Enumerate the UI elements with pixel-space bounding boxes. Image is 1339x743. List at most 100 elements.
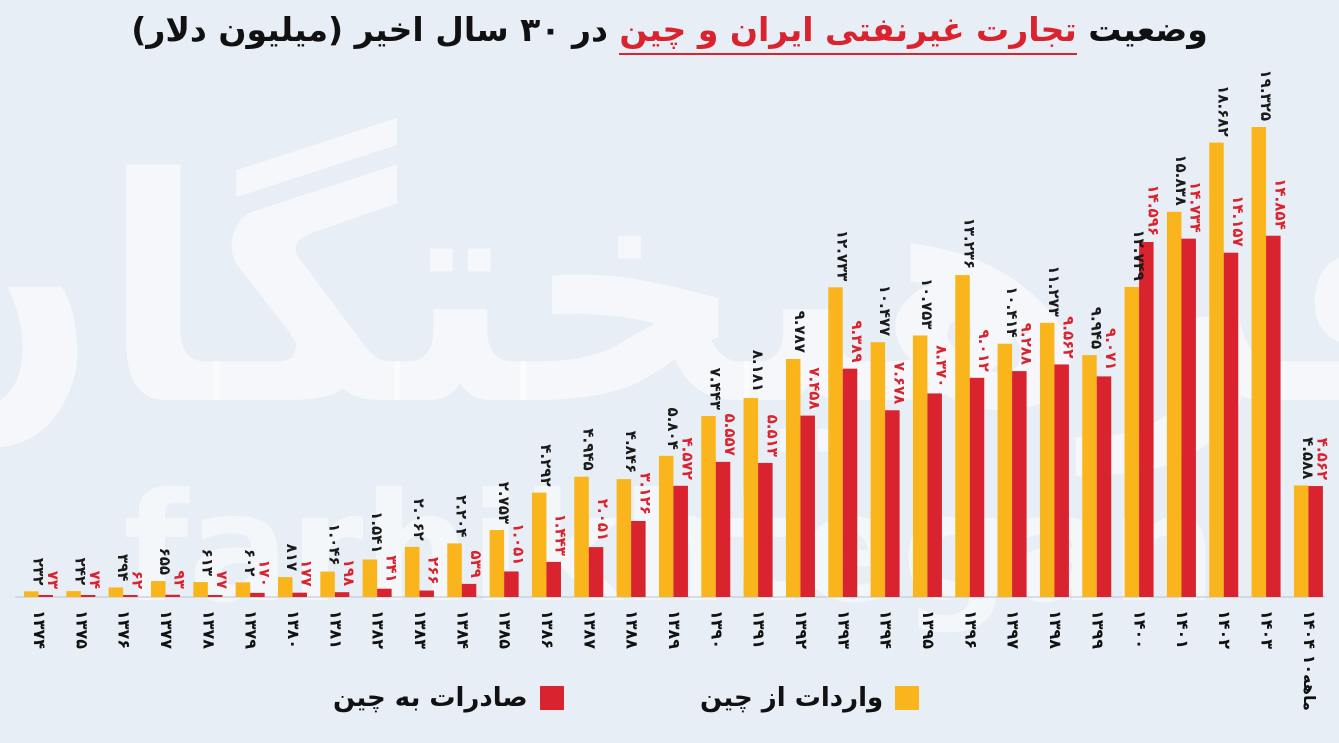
x-tick-label: ۱۳۹۰	[707, 610, 726, 649]
title-highlight: تجارت غیرنفتی ایران و چین	[619, 10, 1077, 55]
watermark-persian: فرهیختگان	[0, 113, 1339, 478]
bar-imports	[1082, 355, 1097, 597]
bar-exports	[377, 588, 392, 597]
bar-imports	[193, 582, 208, 597]
value-label-exports: ۱۷۰	[255, 559, 273, 586]
legend-exports: صادرات به چین	[333, 683, 564, 713]
bar-exports	[419, 590, 434, 597]
bar-exports	[80, 595, 96, 597]
bar-imports	[277, 577, 293, 597]
value-label-imports: ۶۵۵	[156, 548, 174, 575]
bar-exports	[673, 485, 688, 597]
value-label-exports: ۷.۶۷۸	[890, 362, 908, 404]
bar-imports	[955, 275, 970, 597]
bar-imports	[701, 415, 716, 597]
bar-exports	[1181, 238, 1196, 597]
value-label-exports: ۵۳۹	[467, 550, 485, 577]
x-tick-label: ۱۴۰۳	[1258, 610, 1277, 649]
value-label-imports: ۱۲.۷۳۳	[834, 230, 852, 281]
value-label-exports: ۹.۳۸۹	[848, 320, 866, 362]
value-label-imports: ۱.۵۴۱	[368, 511, 386, 553]
value-label-imports: ۱۱.۲۷۳	[1045, 265, 1063, 316]
bar-imports	[870, 342, 886, 597]
bar-imports	[574, 476, 589, 597]
value-label-exports: ۷.۴۵۸	[806, 367, 824, 409]
bar-exports	[1139, 242, 1154, 598]
bar-exports	[885, 410, 900, 597]
bar-imports	[1124, 286, 1140, 597]
value-label-exports: ۴.۵۷۲	[679, 437, 697, 479]
value-label-imports: ۸.۱۸۱	[749, 350, 767, 392]
bar-imports	[658, 455, 674, 597]
x-tick-label: ۱۳۷۴	[30, 610, 49, 649]
x-tick-label: ۱۳۹۵	[919, 610, 938, 649]
x-tick-label: ۱۳۷۷	[157, 610, 176, 649]
bar-imports	[66, 591, 81, 597]
bar-exports	[842, 368, 858, 597]
x-tick-label: ۱۳۸۶	[538, 610, 557, 649]
x-tick-label: ۱۳۸۲	[369, 610, 388, 649]
value-label-exports: ۱.۴۴۳	[552, 514, 570, 556]
legend-imports-swatch	[895, 686, 920, 710]
bar-exports	[1054, 364, 1069, 597]
x-tick-label: ۱۳۷۸	[199, 610, 218, 649]
x-tick-label: ۱۳۹۷	[1004, 610, 1023, 649]
bar-imports	[150, 581, 166, 597]
x-tick-label: ۱۳۸۴	[453, 610, 472, 649]
value-label-exports: ۱۴.۸۵۴	[1271, 178, 1289, 229]
bar-imports	[912, 335, 928, 597]
value-label-imports: ۱۰.۷۵۳	[918, 278, 936, 329]
x-tick-label: ۱۳۸۵	[496, 610, 515, 649]
bar-exports	[1223, 252, 1239, 597]
value-label-imports: ۲.۷۵۳	[495, 482, 513, 524]
value-label-exports: ۴.۵۶۲	[1314, 438, 1332, 480]
value-label-imports: ۴.۸۴۶	[622, 431, 640, 473]
value-label-imports: ۱۰.۴۱۴	[1003, 286, 1021, 337]
value-label-imports: ۱۸.۶۸۲	[1214, 85, 1232, 136]
value-label-exports: ۹.۵۶۲	[1060, 316, 1078, 358]
bar-imports	[404, 546, 420, 597]
value-label-exports: ۹۳	[171, 570, 189, 588]
bar-imports	[531, 492, 547, 597]
bar-exports	[715, 461, 731, 597]
legend-imports-label: واردات از چین	[700, 683, 884, 713]
value-label-imports: ۵.۸۰۴	[664, 408, 682, 450]
x-tick-label: ۱۳۹۴	[877, 610, 896, 649]
x-tick-label: ۱۳۹۶	[961, 610, 980, 649]
bar-imports	[489, 530, 505, 597]
bar-exports	[1266, 235, 1281, 598]
value-label-imports: ۲۴۲	[72, 558, 90, 585]
x-tick-label: ۱۳۷۵	[72, 610, 91, 649]
bar-imports	[24, 591, 39, 597]
bar-imports	[616, 479, 632, 597]
value-label-exports: ۱۴.۱۵۷	[1229, 195, 1247, 246]
value-label-imports: ۱۹.۳۲۵	[1257, 70, 1275, 121]
x-tick-labels: ۱۳۷۴ ۱۳۷۵ ۱۳۷۶ ۱۳۷۷ ۱۳۷۸ ۱۳۷۹ ۱۳۸۰ ۱۳۸۱ ۱۳۸۲ ۱۳۸۳…	[30, 610, 1319, 711]
legend-imports: واردات از چین	[700, 683, 920, 713]
bar-marks	[24, 127, 1323, 598]
x-tick-label: ۱۳۷۹	[242, 610, 261, 649]
bar-exports	[927, 393, 942, 597]
value-label-imports: ۶۰۲	[241, 549, 259, 576]
value-label-imports: ۲.۰۶۲	[410, 499, 428, 541]
bar-exports	[38, 595, 53, 597]
value-label-exports: ۷۴	[86, 571, 104, 589]
value-label-imports: ۴.۲۹۲	[537, 444, 555, 486]
value-label-exports: ۶۲	[128, 571, 146, 589]
bar-imports	[362, 559, 378, 597]
value-label-exports: ۹.۰۱۲	[975, 329, 993, 371]
x-tick-label: ۱۴۰۱	[1173, 610, 1192, 649]
value-label-exports: ۳۴۱	[382, 555, 400, 582]
value-label-imports: ۱۲.۷۴۹	[1130, 229, 1148, 280]
bar-exports	[292, 592, 307, 597]
x-tick-label: ۱۳۹۸	[1046, 610, 1065, 649]
bar-imports	[108, 587, 124, 597]
value-label-exports: ۵.۵۱۳	[763, 415, 781, 457]
bar-imports	[828, 287, 843, 597]
chart-title: وضعیت تجارت غیرنفتی ایران و چین در ۳۰ سا…	[0, 10, 1339, 55]
value-label-exports: ۱۴.۵۹۶	[1144, 185, 1162, 236]
title-part-1: وضعیت	[1088, 10, 1208, 49]
bar-exports	[1096, 376, 1112, 597]
